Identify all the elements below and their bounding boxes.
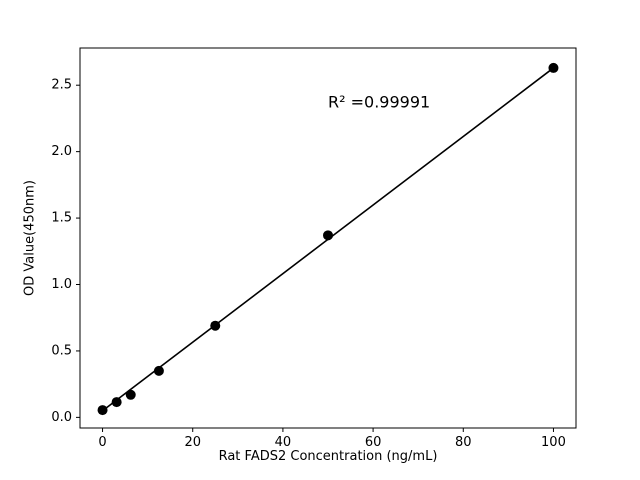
x-tick-label: 20: [184, 435, 201, 450]
plot-border: [79, 47, 577, 429]
y-axis-label: OD Value(450nm): [22, 180, 38, 296]
y-tick-label: 1.5: [51, 211, 72, 226]
data-point: [323, 230, 333, 241]
x-axis-label: Rat FADS2 Concentration (ng/mL): [218, 449, 438, 464]
x-tick-label: 100: [541, 435, 566, 450]
y-tick-label: 2.5: [51, 78, 72, 93]
x-tick-label: 80: [455, 435, 472, 450]
data-point: [548, 62, 559, 73]
data-point: [97, 405, 108, 416]
x-tick-label: 0: [98, 435, 106, 450]
data-point: [125, 389, 136, 400]
x-tick-label: 60: [365, 435, 382, 450]
r-squared-annotation: R² =0.99991: [328, 92, 431, 112]
y-tick-label: 0.0: [51, 410, 72, 425]
x-tick-label: 40: [275, 435, 292, 450]
y-tick-label: 2.0: [51, 144, 72, 159]
data-point: [210, 320, 221, 331]
y-tick-label: 0.5: [51, 343, 72, 358]
data-point: [153, 365, 164, 376]
data-point: [111, 397, 122, 408]
y-tick-label: 1.0: [51, 277, 72, 292]
